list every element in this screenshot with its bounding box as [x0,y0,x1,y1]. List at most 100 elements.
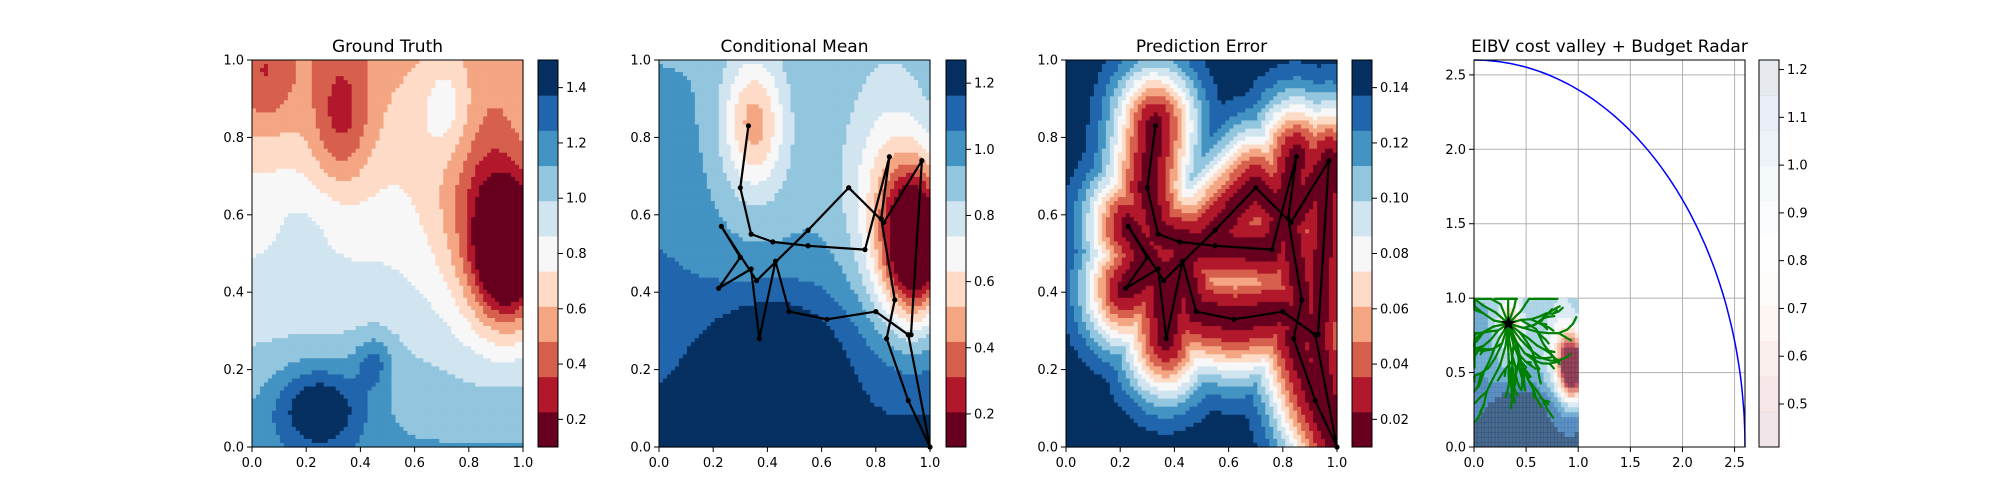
field-cell [379,233,385,238]
field-cell [443,100,448,105]
field-cell [252,108,257,114]
field-cell [455,156,460,162]
field-cell [515,233,520,238]
field-cell [507,144,512,150]
field-cell [275,241,281,247]
field-cell [415,100,420,105]
field-cell [351,213,357,218]
field-cell [303,201,309,206]
field-cell [319,217,325,222]
field-cell [347,112,353,118]
field-cell [411,217,416,222]
field-cell [435,152,440,158]
field-cell [467,237,472,243]
field-cell [463,184,468,190]
field-cell [327,265,333,271]
field-cell [275,338,281,343]
field-cell [279,221,285,226]
field-cell [279,160,285,166]
field-cell [303,265,309,271]
field-cell [391,168,397,174]
field-cell [415,269,420,275]
field-cell [259,318,265,323]
field-cell [343,132,349,138]
field-cell [395,197,401,202]
field-cell [511,80,516,85]
field-cell [399,205,405,210]
field-cell [347,233,353,238]
field-cell [427,184,432,190]
field-cell [391,124,397,130]
field-cell [319,176,325,182]
field-cell [387,257,393,263]
field-cell [259,277,265,283]
field-cell [331,72,337,77]
field-cell [323,326,329,331]
field-cell [467,140,472,146]
field-cell [271,313,277,319]
field-cell [267,245,273,251]
field-cell [419,136,424,142]
field-cell [287,334,293,339]
field-cell [279,301,285,307]
field-cell [479,156,484,162]
field-cell [499,172,504,178]
field-cell [455,233,460,238]
field-cell [383,261,389,267]
field-cell [291,64,297,69]
field-cell [311,180,317,186]
field-cell [351,205,357,210]
field-cell [515,305,520,311]
field-cell [283,72,289,77]
field-cell [403,313,409,319]
field-cell [299,193,305,198]
field-cell [427,104,432,109]
field-cell [335,104,341,109]
field-cell [351,265,357,271]
field-cell [503,209,508,214]
field-cell [291,237,297,243]
field-cell [471,338,476,343]
field-cell [483,322,488,327]
field-cell [255,334,261,339]
field-cell [391,297,397,303]
field-cell [271,261,277,267]
field-cell [339,180,345,186]
field-cell [343,116,349,122]
field-cell [503,249,508,255]
field-cell [347,269,353,275]
field-cell [295,285,301,291]
field-cell [335,289,341,295]
field-cell [343,205,349,210]
field-cell [371,172,377,178]
field-cell [435,201,440,206]
field-cell [435,197,440,202]
field-cell [363,233,369,238]
field-cell [351,221,357,226]
field-cell [431,205,436,210]
field-cell [359,100,365,105]
field-cell [403,326,409,331]
field-cell [367,201,373,206]
field-cell [299,128,305,134]
field-cell [491,322,496,327]
field-cell [495,84,500,89]
field-cell [427,128,432,134]
field-cell [487,136,492,142]
field-cell [291,160,297,166]
field-cell [447,249,452,255]
field-cell [471,184,476,190]
field-cell [447,104,452,109]
field-cell [515,197,520,202]
field-cell [467,64,472,69]
field-cell [479,60,484,65]
field-cell [279,346,285,351]
field-cell [431,108,436,114]
field-cell [475,350,480,355]
field-cell [383,172,389,178]
field-cell [463,197,468,202]
field-cell [495,225,500,230]
field-cell [391,197,397,202]
field-cell [387,176,393,182]
field-cell [499,60,504,65]
